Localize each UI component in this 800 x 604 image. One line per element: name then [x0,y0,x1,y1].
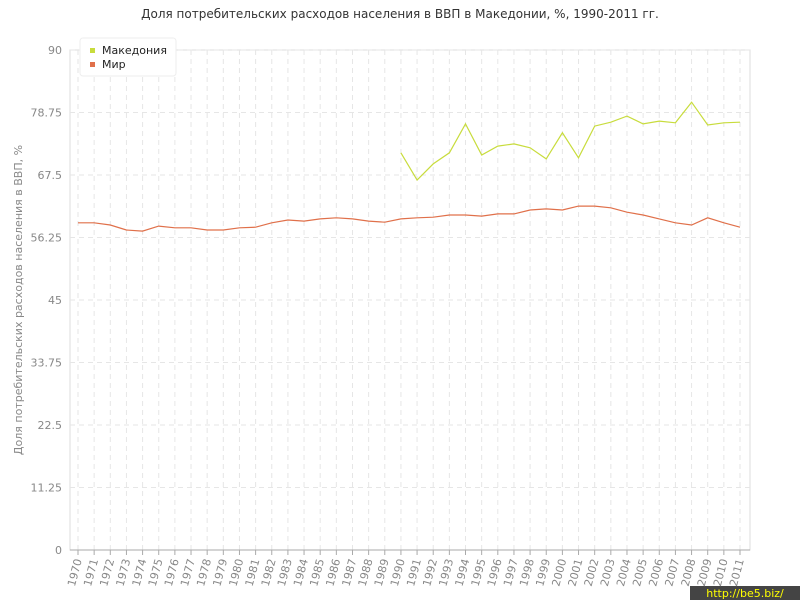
legend-swatch [90,62,95,67]
y-tick-label: 45 [48,294,62,307]
watermark-bg [690,586,800,600]
y-tick-label: 78.75 [31,107,63,120]
legend-label: Македония [102,44,167,57]
y-tick-label: 33.75 [31,357,63,370]
legend-swatch [90,48,95,53]
y-axis-label: Доля потребительских расходов населения … [12,145,25,455]
y-tick-label: 90 [48,44,62,57]
series-line [78,205,741,232]
series-line [400,101,741,181]
y-tick-label: 22.5 [38,419,63,432]
y-tick-label: 0 [55,544,62,557]
legend-box [79,37,177,77]
y-tick-label: 56.25 [31,232,63,245]
legend-label: Мир [102,58,126,71]
y-tick-label: 11.25 [31,482,63,495]
chart-title: Доля потребительских расходов населения … [141,7,659,21]
y-tick-label: 67.5 [38,169,63,182]
watermark: http://be5.biz/ [706,587,784,600]
